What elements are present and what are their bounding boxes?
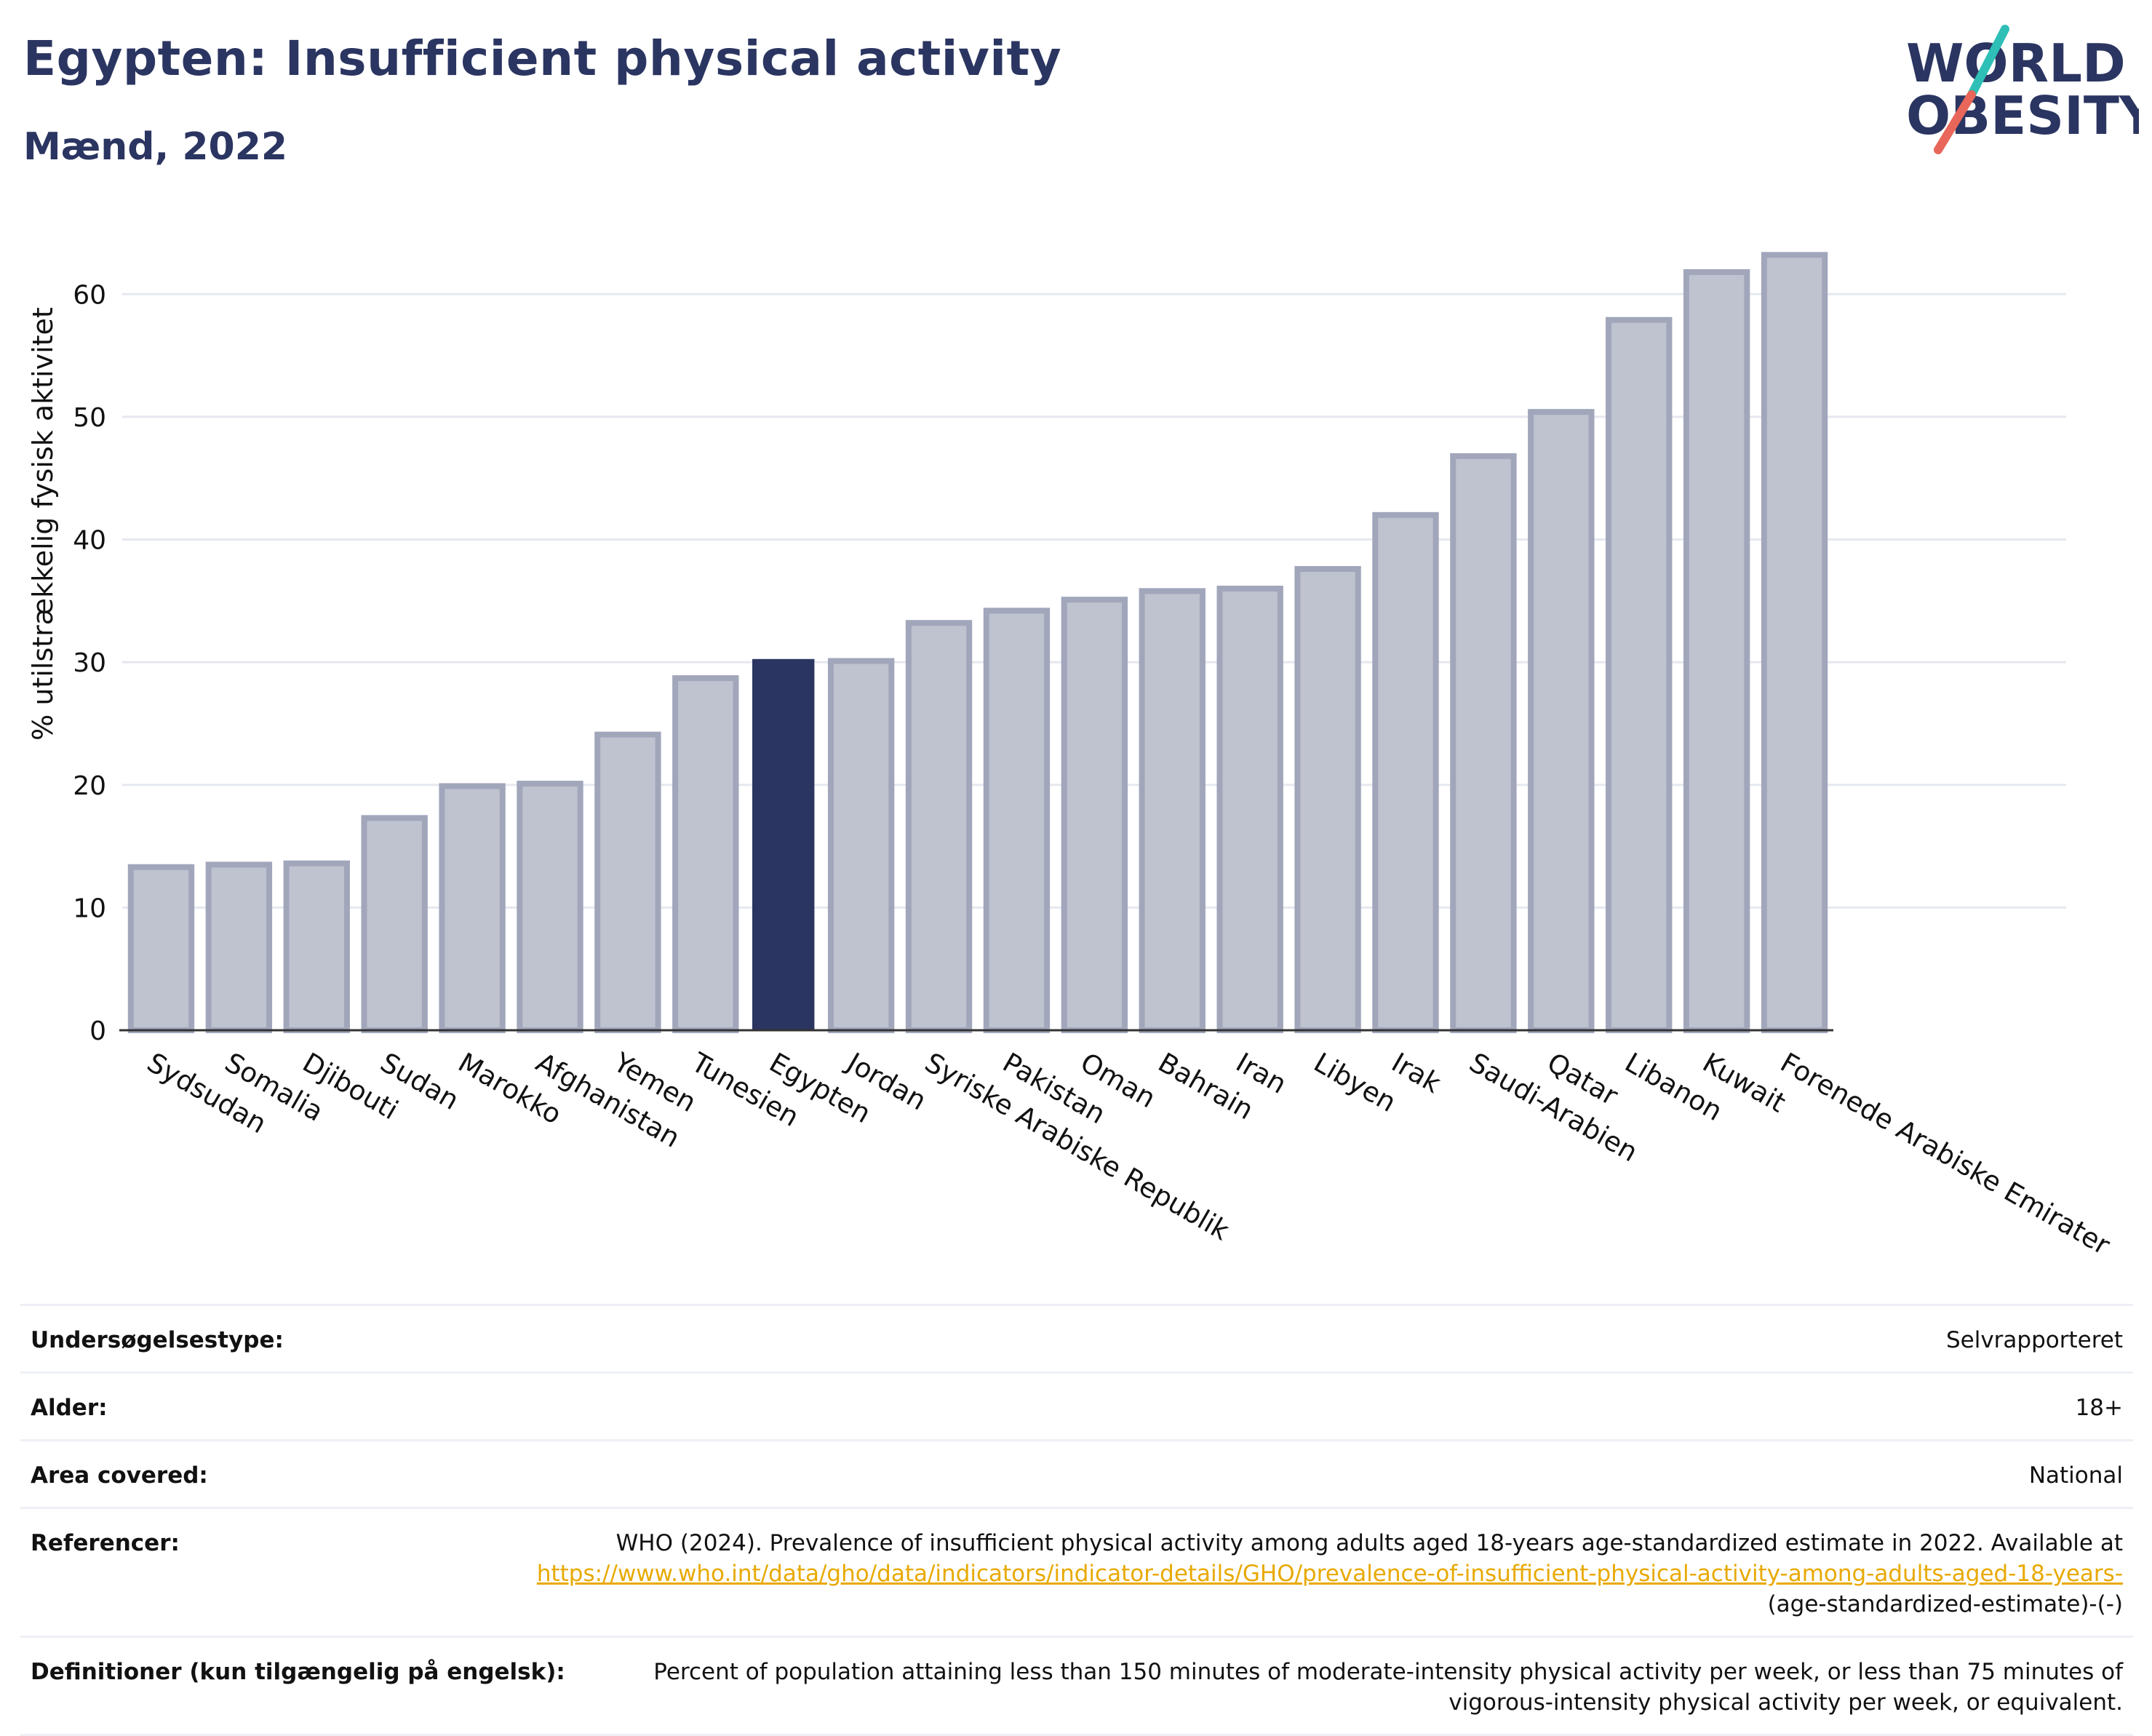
bar-chart: 0102030405060SydsudanSomaliaDjiboutiSuda… xyxy=(27,252,2116,1262)
y-tick-label: 10 xyxy=(73,893,106,923)
survey-type-label: Undersøgelsestype: xyxy=(31,1327,284,1353)
info-row-references: Referencer: WHO (2024). Prevalence of in… xyxy=(20,1507,2133,1636)
info-row-age: Alder: 18+ xyxy=(20,1371,2133,1439)
bar-somalia xyxy=(205,861,273,1033)
bar-irak xyxy=(1372,511,1439,1034)
page-subtitle: Mænd, 2022 xyxy=(23,125,288,169)
y-axis-label: % utilstrækkelig fysisk aktivitet xyxy=(27,307,59,741)
age-value: 18+ xyxy=(2075,1395,2123,1421)
age-label: Alder: xyxy=(31,1395,108,1421)
bar-yemen xyxy=(594,731,661,1033)
y-tick-label: 30 xyxy=(73,648,106,678)
references-label: Referencer: xyxy=(31,1530,180,1556)
bar-djibouti xyxy=(283,860,350,1034)
references-suffix: (age-standardized-estimate)-(-) xyxy=(1767,1591,2123,1617)
bar-libyen xyxy=(1294,566,1361,1033)
y-tick-label: 50 xyxy=(73,403,106,433)
bar-sudan xyxy=(361,815,428,1034)
bar-sydsudan xyxy=(127,864,195,1033)
bar-marokko xyxy=(439,783,506,1033)
y-tick-label: 0 xyxy=(89,1016,106,1046)
y-tick-label: 40 xyxy=(73,526,106,556)
bar-forenede-arabiske-emirater xyxy=(1761,252,1828,1033)
logo-text-world: WORLD xyxy=(1906,33,2126,94)
bar-jordan xyxy=(827,658,895,1034)
bar-syriske-arabiske-republik xyxy=(905,620,973,1033)
references-value: WHO (2024). Prevalence of insufficient p… xyxy=(522,1528,2123,1620)
logo-slash-coral xyxy=(1934,90,1976,154)
references-link[interactable]: https://www.who.int/data/gho/data/indica… xyxy=(536,1561,2123,1587)
bar-pakistan xyxy=(983,608,1051,1033)
bars-layer xyxy=(127,252,1828,1034)
world-obesity-logo: WORLD OBESITY xyxy=(1906,25,2139,154)
survey-type-value: Selvrapporteret xyxy=(1945,1327,2123,1353)
area-value: National xyxy=(2028,1462,2123,1489)
info-table: Undersøgelsestype: Selvrapporteret Alder… xyxy=(20,1304,2133,1736)
bar-afghanistan xyxy=(517,781,583,1033)
definitions-value: Percent of population attaining less tha… xyxy=(653,1659,2123,1716)
bar-tunesien xyxy=(672,675,739,1033)
bar-kuwait xyxy=(1683,268,1750,1034)
bar-bahrain xyxy=(1139,588,1205,1033)
page-title: Egypten: Insufficient physical activity xyxy=(23,31,1062,87)
bar-egypten xyxy=(752,658,815,1032)
logo-slash-teal xyxy=(1967,25,2009,99)
bar-iran xyxy=(1216,585,1283,1033)
info-row-area: Area covered: National xyxy=(20,1439,2133,1507)
info-row-definitions: Definitioner (kun tilgængelig på engelsk… xyxy=(20,1636,2133,1736)
area-label: Area covered: xyxy=(31,1462,208,1489)
x-tick-label: Libyen xyxy=(1309,1047,1402,1118)
info-row-survey-type: Undersøgelsestype: Selvrapporteret xyxy=(20,1304,2133,1371)
bar-oman xyxy=(1061,597,1128,1033)
bar-libanon xyxy=(1606,316,1673,1033)
bar-saudi-arabien xyxy=(1450,453,1517,1033)
definitions-label: Definitioner (kun tilgængelig på engelsk… xyxy=(31,1659,565,1685)
bar-qatar xyxy=(1528,409,1595,1033)
y-tick-label: 20 xyxy=(73,771,106,801)
x-tick-label: Forenede Arabiske Emirater xyxy=(1775,1047,2116,1262)
y-tick-label: 60 xyxy=(73,280,106,310)
references-text: WHO (2024). Prevalence of insufficient p… xyxy=(615,1530,2123,1556)
